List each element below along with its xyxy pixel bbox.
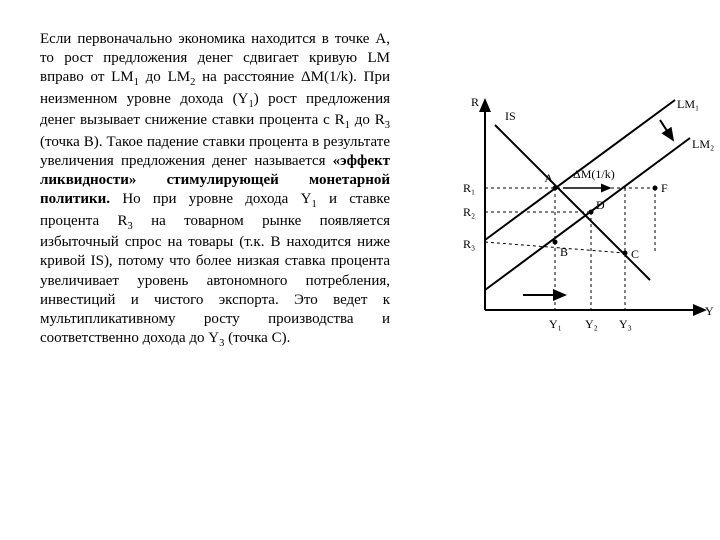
is-lm-diagram: A B C D F IS LM₁ LM₂ ΔM(1/k) R R₁ R₂ R₃ Y₁ Y₂ Y₃ Y (455, 90, 720, 355)
svg-text:Y₂: Y₂ (585, 317, 598, 331)
svg-text:R₂: R₂ (463, 205, 475, 219)
svg-text:R₁: R₁ (463, 181, 475, 195)
subscript: 3 (385, 120, 390, 131)
svg-text:Y: Y (705, 304, 714, 318)
body-paragraph: Если первоначально экономика находится в… (40, 30, 390, 351)
svg-text:F: F (661, 181, 668, 195)
svg-text:Y₁: Y₁ (549, 317, 562, 331)
svg-text:R₃: R₃ (463, 237, 475, 251)
svg-text:ΔM(1/k): ΔM(1/k) (573, 167, 615, 181)
svg-text:R: R (471, 95, 479, 109)
text-run: Но при уровне дохода Y (110, 191, 311, 207)
svg-text:IS: IS (505, 109, 516, 123)
svg-text:Y₃: Y₃ (619, 317, 632, 331)
svg-text:C: C (631, 247, 639, 261)
svg-text:D: D (596, 198, 605, 212)
svg-text:LM₁: LM₁ (677, 97, 699, 111)
svg-text:A: A (544, 171, 553, 185)
text-run: до LM (139, 69, 190, 85)
text-run: до R (350, 112, 385, 128)
svg-text:B: B (560, 245, 568, 259)
text-run: на товарном рынке появляется избыточный … (40, 213, 390, 346)
text-run: (точка С). (224, 330, 290, 346)
svg-text:LM₂: LM₂ (692, 137, 714, 151)
